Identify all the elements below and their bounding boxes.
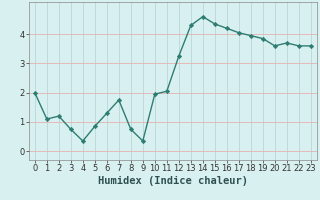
X-axis label: Humidex (Indice chaleur): Humidex (Indice chaleur) xyxy=(98,176,248,186)
